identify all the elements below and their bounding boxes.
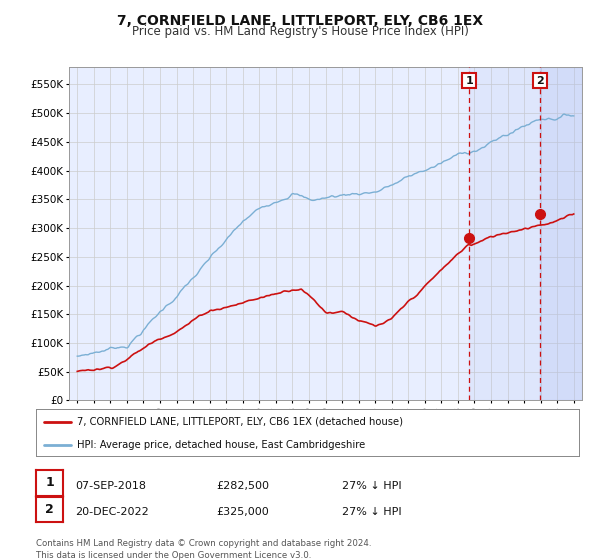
Bar: [540, 67, 582, 400]
Text: 2: 2: [536, 76, 544, 86]
Text: £282,500: £282,500: [216, 480, 269, 491]
Text: 2: 2: [45, 503, 54, 516]
Text: Contains HM Land Registry data © Crown copyright and database right 2024.
This d: Contains HM Land Registry data © Crown c…: [36, 539, 371, 559]
Text: 7, CORNFIELD LANE, LITTLEPORT, ELY, CB6 1EX (detached house): 7, CORNFIELD LANE, LITTLEPORT, ELY, CB6 …: [77, 417, 403, 427]
Text: 1: 1: [465, 76, 473, 86]
Text: 7, CORNFIELD LANE, LITTLEPORT, ELY, CB6 1EX: 7, CORNFIELD LANE, LITTLEPORT, ELY, CB6 …: [117, 14, 483, 28]
Text: 1: 1: [45, 477, 54, 489]
Text: £325,000: £325,000: [216, 507, 269, 517]
Text: Price paid vs. HM Land Registry's House Price Index (HPI): Price paid vs. HM Land Registry's House …: [131, 25, 469, 38]
Bar: [469, 67, 540, 400]
Text: 20-DEC-2022: 20-DEC-2022: [75, 507, 149, 517]
Text: 07-SEP-2018: 07-SEP-2018: [75, 480, 146, 491]
Text: 27% ↓ HPI: 27% ↓ HPI: [342, 480, 401, 491]
Text: 27% ↓ HPI: 27% ↓ HPI: [342, 507, 401, 517]
Text: HPI: Average price, detached house, East Cambridgeshire: HPI: Average price, detached house, East…: [77, 440, 365, 450]
